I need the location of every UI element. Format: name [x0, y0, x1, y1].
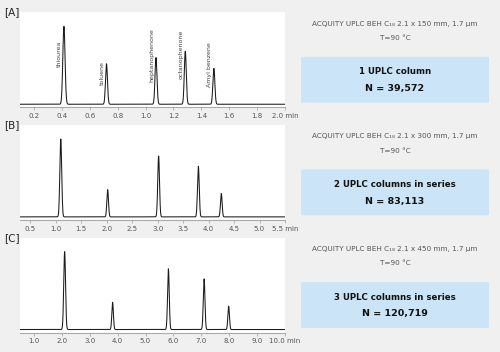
Text: N = 83,113: N = 83,113	[366, 197, 424, 206]
Text: [A]: [A]	[4, 7, 20, 18]
Text: 3 UPLC columns in series: 3 UPLC columns in series	[334, 293, 456, 302]
Text: T=90 °C: T=90 °C	[380, 260, 410, 266]
Text: ACQUITY UPLC BEH C₁₈ 2.1 x 150 mm, 1.7 μm: ACQUITY UPLC BEH C₁₈ 2.1 x 150 mm, 1.7 μ…	[312, 21, 478, 27]
Text: [B]: [B]	[4, 120, 20, 130]
Text: heptanophenone: heptanophenone	[150, 28, 154, 82]
Text: ACQUITY UPLC BEH C₁₈ 2.1 x 300 mm, 1.7 μm: ACQUITY UPLC BEH C₁₈ 2.1 x 300 mm, 1.7 μ…	[312, 133, 478, 139]
Text: ACQUITY UPLC BEH C₁₈ 2.1 x 450 mm, 1.7 μm: ACQUITY UPLC BEH C₁₈ 2.1 x 450 mm, 1.7 μ…	[312, 246, 478, 252]
Text: [C]: [C]	[4, 233, 20, 243]
Text: toluene: toluene	[100, 61, 105, 85]
Text: N = 120,719: N = 120,719	[362, 309, 428, 318]
Text: octanophenone: octanophenone	[178, 30, 184, 79]
Text: T=90 °C: T=90 °C	[380, 35, 410, 41]
Text: N = 39,572: N = 39,572	[366, 84, 424, 93]
Text: T=90 °C: T=90 °C	[380, 147, 410, 153]
Text: 2 UPLC columns in series: 2 UPLC columns in series	[334, 180, 456, 189]
Text: thiourea: thiourea	[58, 40, 62, 67]
Text: 1 UPLC column: 1 UPLC column	[359, 68, 431, 76]
Text: Amyl benzene: Amyl benzene	[207, 42, 212, 87]
